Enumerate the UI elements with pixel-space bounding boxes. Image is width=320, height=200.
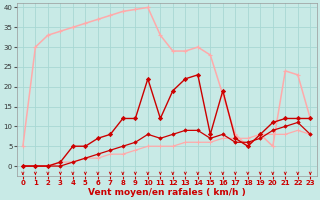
X-axis label: Vent moyen/en rafales ( km/h ): Vent moyen/en rafales ( km/h ) bbox=[88, 188, 245, 197]
